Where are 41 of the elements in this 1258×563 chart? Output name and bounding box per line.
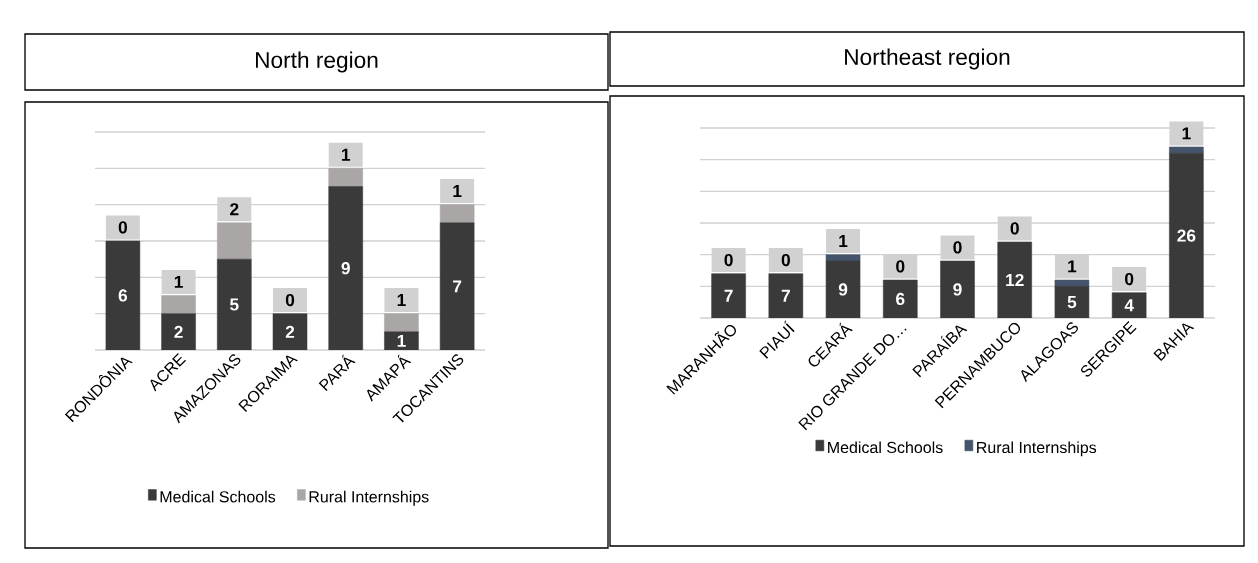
data-label: 1 xyxy=(1068,260,1077,273)
chart-title: North region xyxy=(256,51,378,73)
bar xyxy=(825,260,861,318)
data-label: 6 xyxy=(896,292,905,306)
data-label: 4 xyxy=(1124,299,1134,312)
data-label: 12 xyxy=(1006,273,1024,287)
data-label: 0 xyxy=(896,260,905,273)
data-label: 2 xyxy=(285,325,295,338)
data-label: 0 xyxy=(953,241,962,254)
bar xyxy=(1169,153,1204,318)
data-label: 2 xyxy=(230,203,239,216)
legend-label: Rural Internships xyxy=(309,490,429,506)
data-label: 9 xyxy=(341,262,350,275)
legend-label: Medical Schools xyxy=(828,441,943,454)
data-label: 1 xyxy=(397,294,406,307)
data-label: 9 xyxy=(838,283,848,296)
data-label: 0 xyxy=(285,293,295,307)
data-label: 0 xyxy=(1010,222,1019,235)
data-label: 5 xyxy=(1067,296,1077,309)
legend-label: Medical Schools xyxy=(160,490,276,503)
data-label: 7 xyxy=(724,289,733,302)
data-label: 1 xyxy=(397,334,406,347)
data-label: 1 xyxy=(341,148,351,161)
data-label: 26 xyxy=(1177,229,1196,242)
chart-title: Northeast region xyxy=(845,48,1010,70)
data-label: 6 xyxy=(118,289,128,302)
data-label: 9 xyxy=(953,283,962,296)
data-label: 1 xyxy=(453,185,462,198)
data-label: 1 xyxy=(174,275,183,288)
data-label: 0 xyxy=(118,221,127,234)
data-label: 7 xyxy=(453,280,462,293)
data-label: 0 xyxy=(781,253,790,267)
data-label: 1 xyxy=(1182,127,1191,140)
data-label: 7 xyxy=(781,289,790,302)
data-label: 2 xyxy=(174,325,183,338)
data-label: 0 xyxy=(1125,272,1134,286)
legend-label: Rural Internships xyxy=(977,441,1097,457)
data-label: 1 xyxy=(839,235,848,248)
data-label: 5 xyxy=(230,298,239,311)
data-label: 0 xyxy=(724,253,733,267)
bar xyxy=(1054,286,1090,318)
